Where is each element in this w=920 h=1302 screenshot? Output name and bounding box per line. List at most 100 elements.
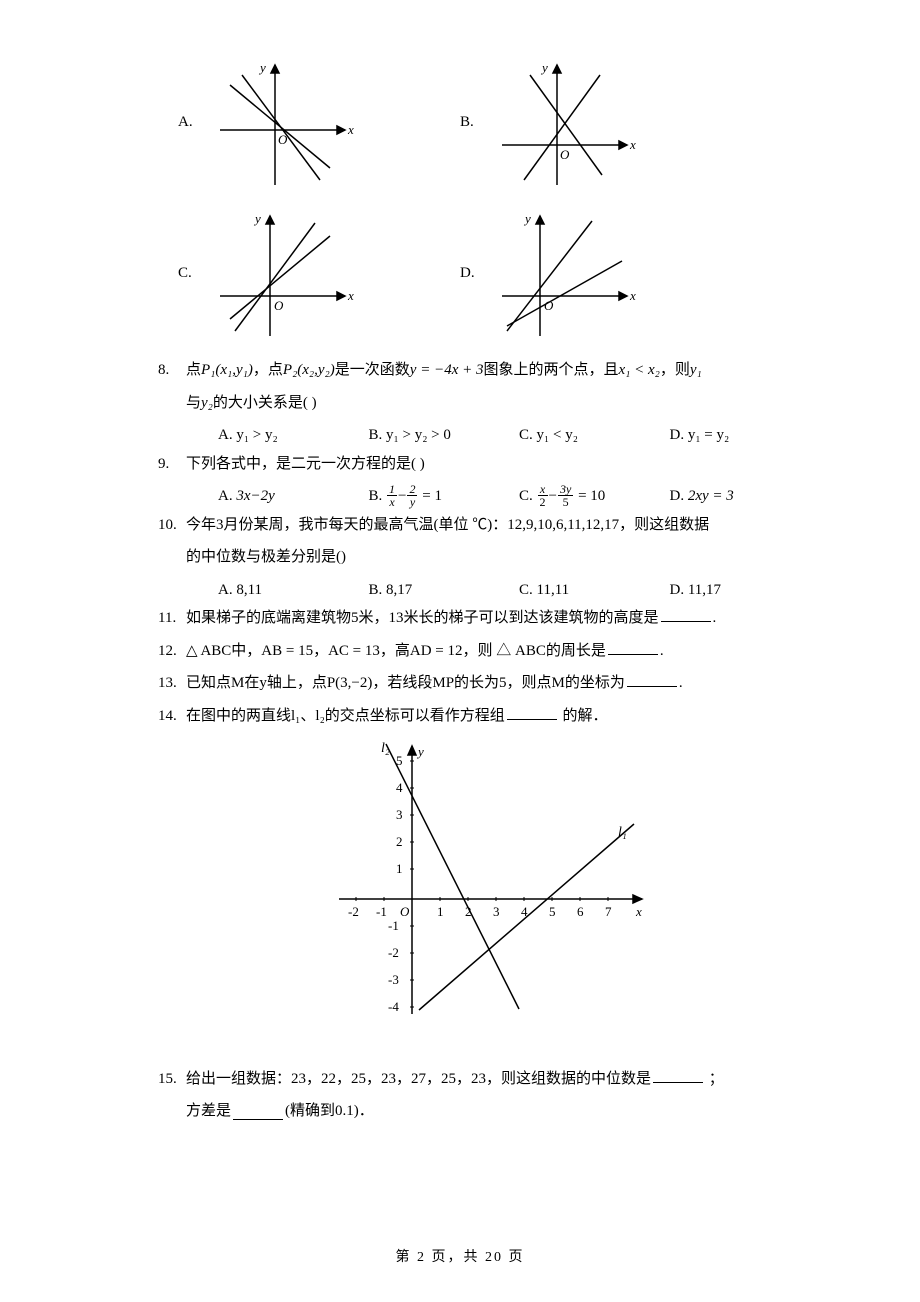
- q10-choice-c: C. 11,11: [519, 576, 670, 605]
- q8-fn: y = −4x + 3: [410, 362, 484, 378]
- q14-xlabel: x: [635, 904, 642, 919]
- q14-o: O: [400, 904, 410, 919]
- q7-label-d: D.: [460, 259, 492, 288]
- axis-y-label: y: [540, 60, 548, 75]
- q8-y1: y₁: [690, 362, 702, 378]
- q9-choice-a: A. 3x−2y: [218, 482, 369, 511]
- q10-num: 10.: [158, 511, 186, 540]
- q14-l1-label: l₁: [618, 825, 627, 840]
- axis-o-label: O: [274, 298, 284, 313]
- q14-xt5: 5: [549, 904, 556, 919]
- q14-ytm4: -4: [388, 999, 399, 1014]
- q9-b-pre: B.: [369, 488, 387, 504]
- q9-c-pre: C.: [519, 488, 537, 504]
- q14-pre: 在图中的两直线l₁、l₂的交点坐标可以看作方程组: [186, 708, 505, 724]
- q9-d-expr: 2xy = 3: [688, 488, 734, 504]
- q8-choice-a: A. y₁ > y₂: [218, 421, 369, 450]
- q15-line1: 15. 给出一组数据：23，22，25，23，27，25，23，则这组数据的中位…: [158, 1065, 820, 1094]
- q9-a-expr: 3x−2y: [236, 488, 274, 504]
- q11-post: .: [713, 610, 717, 626]
- q14-xt3: 3: [493, 904, 500, 919]
- axis-o-label: O: [560, 147, 570, 162]
- q15-l2post: (精确到0.1)．: [285, 1097, 374, 1126]
- q12-num: 12.: [158, 637, 186, 666]
- q9-b-f2d: y: [407, 495, 417, 508]
- q9-b-f2n: 2: [407, 483, 417, 495]
- q14-ytm1: -1: [388, 918, 399, 933]
- q10-line1: 10. 今年3月份某周，我市每天的最高气温(单位 ℃)：12,9,10,6,11…: [158, 511, 820, 540]
- q7-label-c: C.: [178, 259, 210, 288]
- axis-y-label: y: [523, 211, 531, 226]
- q10-choice-a: A. 8,11: [218, 576, 369, 605]
- q8-y2: y₂: [201, 389, 213, 418]
- q14-yt5: 5: [396, 753, 403, 768]
- q7-label-b: B.: [460, 108, 492, 137]
- q14-figure: 5 4 3 2 1 -1 -2 -3 -4 -2: [158, 734, 820, 1035]
- axis-x-label: x: [629, 137, 636, 152]
- q12-pre: △ ABC中，AB = 15，AC = 13，高AD = 12，则 △ ABC的…: [186, 643, 606, 659]
- q8-t1: 点: [186, 362, 201, 378]
- q9-choice-b: B. 1x−2y = 1: [369, 482, 520, 511]
- q8-choice-b: B. y₁ > y₂ > 0: [369, 421, 520, 450]
- q10-text1: 今年3月份某周，我市每天的最高气温(单位 ℃)：12,9,10,6,11,12,…: [186, 511, 820, 540]
- axis-o-label: O: [278, 132, 288, 147]
- q9-choice-d: D. 2xy = 3: [670, 482, 821, 511]
- q13-post: .: [679, 675, 683, 691]
- q7-label-a: A.: [178, 108, 210, 137]
- q8-t2: ，点: [253, 362, 283, 378]
- q9-c-f1d: 2: [538, 495, 548, 508]
- q11-pre: 如果梯子的底端离建筑物5米，13米长的梯子可以到达该建筑物的高度是: [186, 610, 659, 626]
- q8-t5: ，则: [660, 362, 690, 378]
- q9-c-f2n: 3y: [558, 483, 573, 495]
- q14-xt4: 4: [521, 904, 528, 919]
- q7-row-cd: C. x y O D.: [178, 201, 820, 346]
- q8-cond: x₁ < x₂: [619, 362, 660, 378]
- q8-p1: P₁(x₁,y₁): [201, 362, 253, 378]
- axis-x-label: x: [629, 288, 636, 303]
- q9-c-f2d: 5: [558, 495, 573, 508]
- q8-choices: A. y₁ > y₂ B. y₁ > y₂ > 0 C. y₁ < y₂ D. …: [218, 421, 820, 450]
- q9-c-f1n: x: [538, 483, 548, 495]
- q9-c-eq: = 10: [574, 488, 605, 504]
- q15-blank1: [653, 1065, 703, 1083]
- q14-blank: [507, 702, 557, 720]
- q7-graph-d: x y O: [492, 201, 642, 346]
- q7-graph-grid: A. x y O B.: [178, 50, 820, 346]
- q9-c-minus: −: [549, 488, 557, 504]
- q11-line: 11. 如果梯子的底端离建筑物5米，13米长的梯子可以到达该建筑物的高度是.: [158, 604, 820, 633]
- q7-graph-c: x y O: [210, 201, 360, 346]
- q9-line: 9. 下列各式中，是二元一次方程的是( ): [158, 450, 820, 479]
- q10-choice-d: D. 11,17: [670, 576, 821, 605]
- q8-line2: 与y₂的大小关系是( ): [186, 389, 820, 418]
- q7-graph-b: x y O: [492, 50, 642, 195]
- q12-post: .: [660, 643, 664, 659]
- q10-line2: 的中位数与极差分别是(): [186, 543, 820, 572]
- q12-blank: [608, 637, 658, 655]
- q14-xtm2: -2: [348, 904, 359, 919]
- q14-xt6: 6: [577, 904, 584, 919]
- q9-choices: A. 3x−2y B. 1x−2y = 1 C. x2−3y5 = 10 D. …: [218, 482, 820, 511]
- axis-y-label: y: [253, 211, 261, 226]
- q14-l2-label: l₂: [381, 741, 390, 756]
- axis-x-label: x: [347, 288, 354, 303]
- q11-blank: [661, 605, 711, 623]
- q7-row-ab: A. x y O B.: [178, 50, 820, 195]
- q9-b-f1n: 1: [387, 483, 397, 495]
- q8-l2b: 的大小关系是( ): [213, 389, 317, 418]
- q14-ytm2: -2: [388, 945, 399, 960]
- q13-line: 13. 已知点M在y轴上，点P(3,−2)，若线段MP的长为5，则点M的坐标为.: [158, 669, 820, 698]
- axis-x-label: x: [347, 122, 354, 137]
- q10-choice-b: B. 8,17: [369, 576, 520, 605]
- q8-choice-d: D. y₁ = y₂: [670, 421, 821, 450]
- q13-pre: 已知点M在y轴上，点P(3,−2)，若线段MP的长为5，则点M的坐标为: [186, 675, 625, 691]
- q14-num: 14.: [158, 702, 186, 731]
- axis-y-label: y: [258, 60, 266, 75]
- q14-yt4: 4: [396, 780, 403, 795]
- q14-post: 的解．: [559, 708, 608, 724]
- q8-line1: 8. 点P₁(x₁,y₁)，点P₂(x₂,y₂)是一次函数y = −4x + 3…: [158, 356, 820, 385]
- q9-d-pre: D.: [670, 488, 688, 504]
- q14-yt2: 2: [396, 834, 403, 849]
- q8-t4: 图象上的两个点，且: [483, 362, 618, 378]
- q8-choice-c: C. y₁ < y₂: [519, 421, 670, 450]
- q9-text: 下列各式中，是二元一次方程的是( ): [186, 450, 820, 479]
